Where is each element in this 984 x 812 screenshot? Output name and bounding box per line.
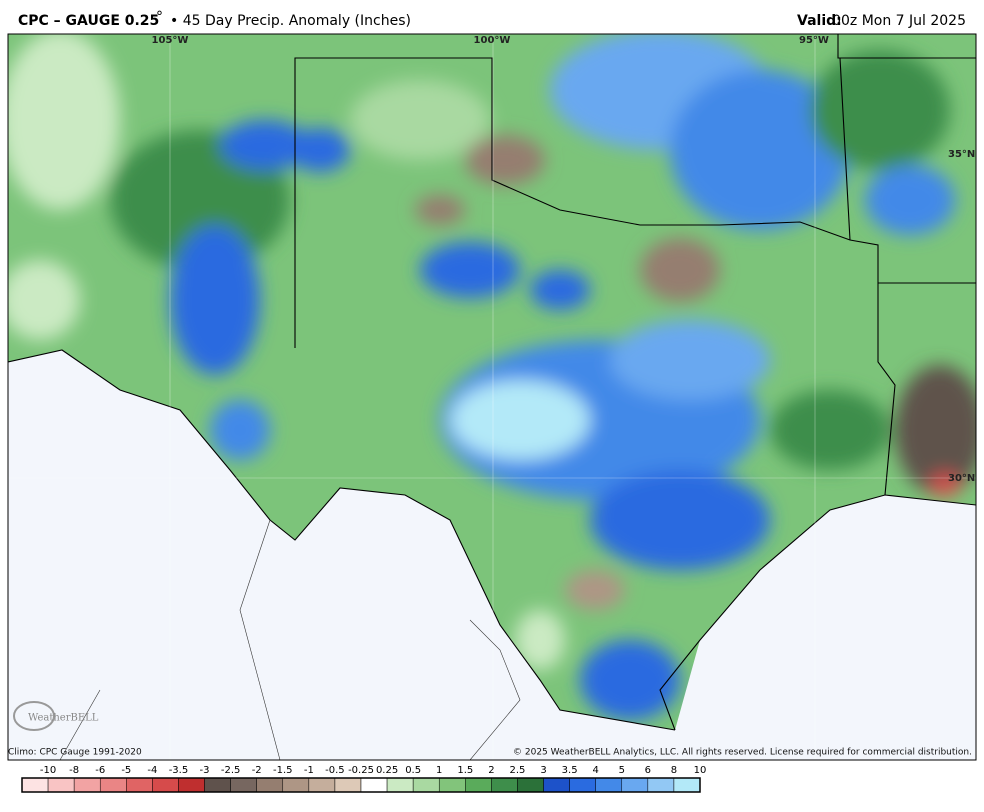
colorbar-label: -1.5: [273, 765, 293, 776]
colorbar-swatch: [491, 777, 518, 793]
colorbar-swatch: [465, 777, 492, 793]
lon-label: 105°W: [152, 35, 189, 46]
colorbar-swatch: [360, 777, 388, 793]
colorbar-swatch: [73, 777, 101, 793]
logo: WeatherBELL: [28, 713, 99, 724]
colorbar-swatch: [21, 777, 49, 793]
colorbar-label: -6: [95, 765, 105, 776]
colorbar-label: 4: [593, 765, 599, 776]
logo-swirl: [13, 701, 55, 731]
lon-label: 100°W: [474, 35, 511, 46]
colorbar-swatch: [47, 777, 75, 793]
colorbar-swatch: [282, 777, 310, 793]
colorbar-label: 8: [671, 765, 677, 776]
colorbar-label: 3: [540, 765, 546, 776]
map-frame: [7, 33, 977, 761]
colorbar-label: -3: [200, 765, 210, 776]
degree: °: [156, 9, 163, 25]
colorbar-label: -10: [40, 765, 56, 776]
colorbar-label: -4: [147, 765, 157, 776]
colorbar-swatch: [621, 777, 649, 793]
colorbar-label: 10: [694, 765, 707, 776]
lat-label: 35°N: [948, 149, 975, 160]
colorbar-label: -5: [121, 765, 131, 776]
valid-time: 00z Mon 7 Jul 2025: [832, 13, 966, 29]
colorbar-label: -2: [252, 765, 262, 776]
colorbar-swatch: [673, 777, 701, 793]
colorbar-swatch: [308, 777, 336, 793]
valid-label: Valid:: [797, 13, 842, 29]
colorbar-label: 1.5: [457, 765, 473, 776]
colorbar-label: -3.5: [169, 765, 189, 776]
colorbar-frame: [21, 777, 701, 793]
climo: Climo: CPC Gauge 1991-2020: [8, 748, 142, 758]
colorbar-label: 2.5: [510, 765, 526, 776]
colorbar-swatch: [517, 777, 544, 793]
colorbar-swatch: [412, 777, 440, 793]
colorbar-label: -1: [304, 765, 314, 776]
colorbar-label: 6: [645, 765, 651, 776]
title: CPC – GAUGE 0.25: [18, 13, 159, 29]
colorbar-label: -0.5: [325, 765, 345, 776]
colorbar-swatch: [569, 777, 596, 793]
colorbar-swatch: [126, 777, 153, 793]
map: [8, 34, 976, 760]
colorbar: -10 -8 -6 -5 -4 -3.5 -3 -2.5 -2 -1.5 -1 -0.5 -0.25 0.…: [21, 765, 707, 793]
lon-label: 95°W: [799, 35, 829, 46]
colorbar-label: -0.25: [348, 765, 374, 776]
colorbar-label: -8: [69, 765, 79, 776]
colorbar-swatch: [99, 777, 127, 793]
subtitle: • 45 Day Precip. Anomaly (Inches): [170, 13, 411, 29]
colorbar-swatch: [543, 777, 570, 793]
colorbar-swatch: [595, 777, 623, 793]
colorbar-swatch: [230, 777, 257, 793]
colorbar-swatch: [256, 777, 284, 793]
colorbar-swatch: [438, 777, 466, 793]
colorbar-label: 2: [488, 765, 494, 776]
colorbar-swatch: [204, 777, 231, 793]
colorbar-label: 3.5: [562, 765, 578, 776]
colorbar-label: -2.5: [221, 765, 241, 776]
colorbar-label: 0.25: [376, 765, 398, 776]
colorbar-swatch: [334, 777, 362, 793]
colorbar-swatch: [152, 777, 179, 793]
colorbar-swatch: [386, 777, 414, 793]
colorbar-swatch: [178, 777, 205, 793]
colorbar-label: 5: [619, 765, 625, 776]
colorbar-label: 0.5: [405, 765, 421, 776]
lat-label: 30°N: [948, 473, 975, 484]
copyright: © 2025 WeatherBELL Analytics, LLC. All r…: [513, 748, 972, 758]
colorbar-label: 1: [436, 765, 442, 776]
colorbar-swatch: [647, 777, 675, 793]
